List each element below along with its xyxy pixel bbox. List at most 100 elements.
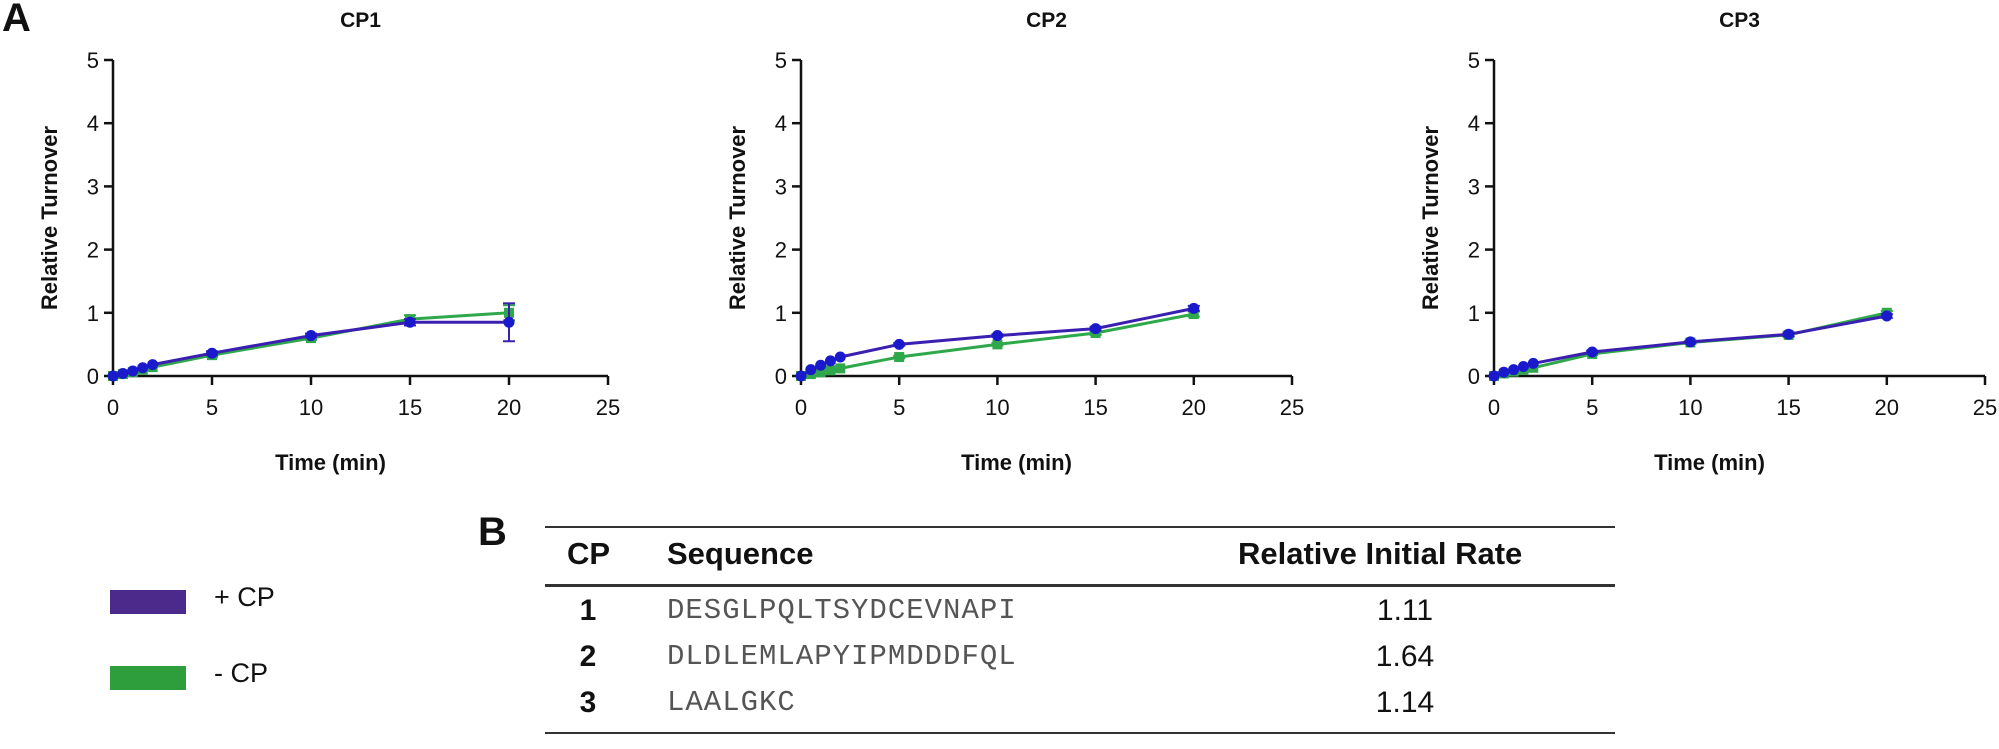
data-point xyxy=(305,330,317,342)
panel-a-label: A xyxy=(2,0,31,40)
data-point xyxy=(1090,323,1102,335)
table-bottom-rule xyxy=(545,732,1615,734)
y-tick-label: 2 xyxy=(775,238,787,263)
x-tick-label: 10 xyxy=(1678,395,1702,420)
x-axis-label: Time (min) xyxy=(1654,450,1765,475)
y-tick-label: 2 xyxy=(1468,238,1480,263)
series-minus-cp xyxy=(108,304,515,381)
x-axis-label: Time (min) xyxy=(275,450,386,475)
x-tick-label: 10 xyxy=(299,395,323,420)
sequence-table: CP Sequence Relative Initial Rate 1 DESG… xyxy=(545,526,1615,736)
x-tick-label: 0 xyxy=(107,395,119,420)
data-point xyxy=(147,359,159,371)
data-point xyxy=(824,355,836,367)
cell-rate: 1.64 xyxy=(1375,640,1435,673)
legend-item-minus-cp: - CP xyxy=(110,656,370,696)
data-point xyxy=(815,367,826,378)
panel-b-label: B xyxy=(478,510,507,554)
x-tick-label: 10 xyxy=(985,395,1009,420)
data-point xyxy=(805,364,817,376)
x-tick-label: 15 xyxy=(1776,395,1800,420)
x-tick-label: 25 xyxy=(1280,395,1304,420)
data-point xyxy=(1508,364,1520,376)
x-tick-label: 15 xyxy=(1083,395,1107,420)
y-tick-label: 5 xyxy=(87,48,99,73)
y-tick-label: 2 xyxy=(87,238,99,263)
y-tick-label: 3 xyxy=(775,174,787,199)
data-point xyxy=(1527,357,1539,369)
y-tick-label: 5 xyxy=(775,48,787,73)
header-cp: CP xyxy=(567,536,611,571)
legend-label-plus-cp: + CP xyxy=(214,582,275,612)
data-point xyxy=(1188,302,1200,314)
y-axis-label: Relative Turnover xyxy=(37,125,62,310)
table-header-rule xyxy=(545,584,1615,587)
chart-cp1: CP1 0 1 2 3 4 5 0 5 10 15 20 25 Time (min) Relative Tu… xyxy=(37,9,620,475)
header-relative-initial-rate: Relative Initial Rate xyxy=(1238,536,1523,571)
y-axis-label: Relative Turnover xyxy=(725,125,750,310)
legend-swatch-minus-cp xyxy=(110,666,186,690)
data-point xyxy=(137,362,149,374)
y-tick-label: 4 xyxy=(87,111,99,136)
cell-sequence: LAALGKC xyxy=(667,686,796,719)
legend-item-plus-cp: + CP xyxy=(110,580,370,620)
data-point xyxy=(206,347,218,359)
y-tick-label: 1 xyxy=(1468,301,1480,326)
x-tick-label: 20 xyxy=(1182,395,1206,420)
table-row: 3 LAALGKC 1.14 xyxy=(545,682,1615,726)
cell-cp: 2 xyxy=(579,640,597,673)
y-tick-label: 1 xyxy=(775,301,787,326)
y-tick-label: 3 xyxy=(87,174,99,199)
data-point xyxy=(404,316,416,328)
x-tick-label: 25 xyxy=(1973,395,1997,420)
data-point xyxy=(1684,336,1696,348)
data-point xyxy=(1488,370,1500,382)
x-tick-label: 5 xyxy=(1586,395,1598,420)
legend-label-minus-cp: - CP xyxy=(214,658,268,688)
cell-rate: 1.14 xyxy=(1375,686,1435,719)
chart-title: CP2 xyxy=(1026,9,1067,32)
x-tick-label: 20 xyxy=(1875,395,1899,420)
table-top-rule xyxy=(545,526,1615,528)
data-point xyxy=(992,339,1003,350)
cell-cp: 3 xyxy=(579,686,597,719)
chart-cp2: CP2 0 1 2 3 4 5 0 5 10 15 20 25 Time (min) Relative Tu… xyxy=(725,9,1304,475)
data-point xyxy=(1498,366,1510,378)
data-point xyxy=(1188,309,1199,320)
data-point xyxy=(117,367,129,379)
data-point xyxy=(1517,361,1529,373)
data-point xyxy=(815,359,827,371)
cell-cp: 1 xyxy=(579,594,597,627)
x-tick-label: 20 xyxy=(497,395,521,420)
data-point xyxy=(1881,310,1893,322)
chart-title: CP3 xyxy=(1719,9,1760,32)
y-tick-label: 0 xyxy=(1468,364,1480,389)
x-axis-label: Time (min) xyxy=(961,450,1072,475)
cell-sequence: DLDLEMLAPYIPMDDDFQL xyxy=(667,640,1017,673)
data-point xyxy=(1586,346,1598,358)
data-point xyxy=(893,338,905,350)
y-tick-label: 1 xyxy=(87,301,99,326)
y-tick-label: 3 xyxy=(1468,174,1480,199)
x-tick-label: 5 xyxy=(893,395,905,420)
series-plus-cp xyxy=(1488,310,1893,382)
data-point xyxy=(825,365,836,376)
chart-title: CP1 xyxy=(340,9,381,32)
y-tick-label: 4 xyxy=(775,111,787,136)
series-plus-cp xyxy=(795,302,1200,382)
data-point xyxy=(991,330,1003,342)
x-tick-label: 5 xyxy=(206,395,218,420)
data-point xyxy=(834,351,846,363)
x-tick-label: 0 xyxy=(1488,395,1500,420)
y-tick-label: 0 xyxy=(87,364,99,389)
legend-swatch-plus-cp xyxy=(110,590,186,614)
x-tick-label: 25 xyxy=(596,395,620,420)
data-point xyxy=(1783,328,1795,340)
chart-cp3: CP3 0 1 2 3 4 5 0 5 10 15 20 25 Time (min) Relative Tu… xyxy=(1418,9,1997,475)
cell-rate: 1.11 xyxy=(1376,594,1434,627)
x-tick-label: 15 xyxy=(398,395,422,420)
data-point xyxy=(107,370,119,382)
data-point xyxy=(127,365,139,377)
